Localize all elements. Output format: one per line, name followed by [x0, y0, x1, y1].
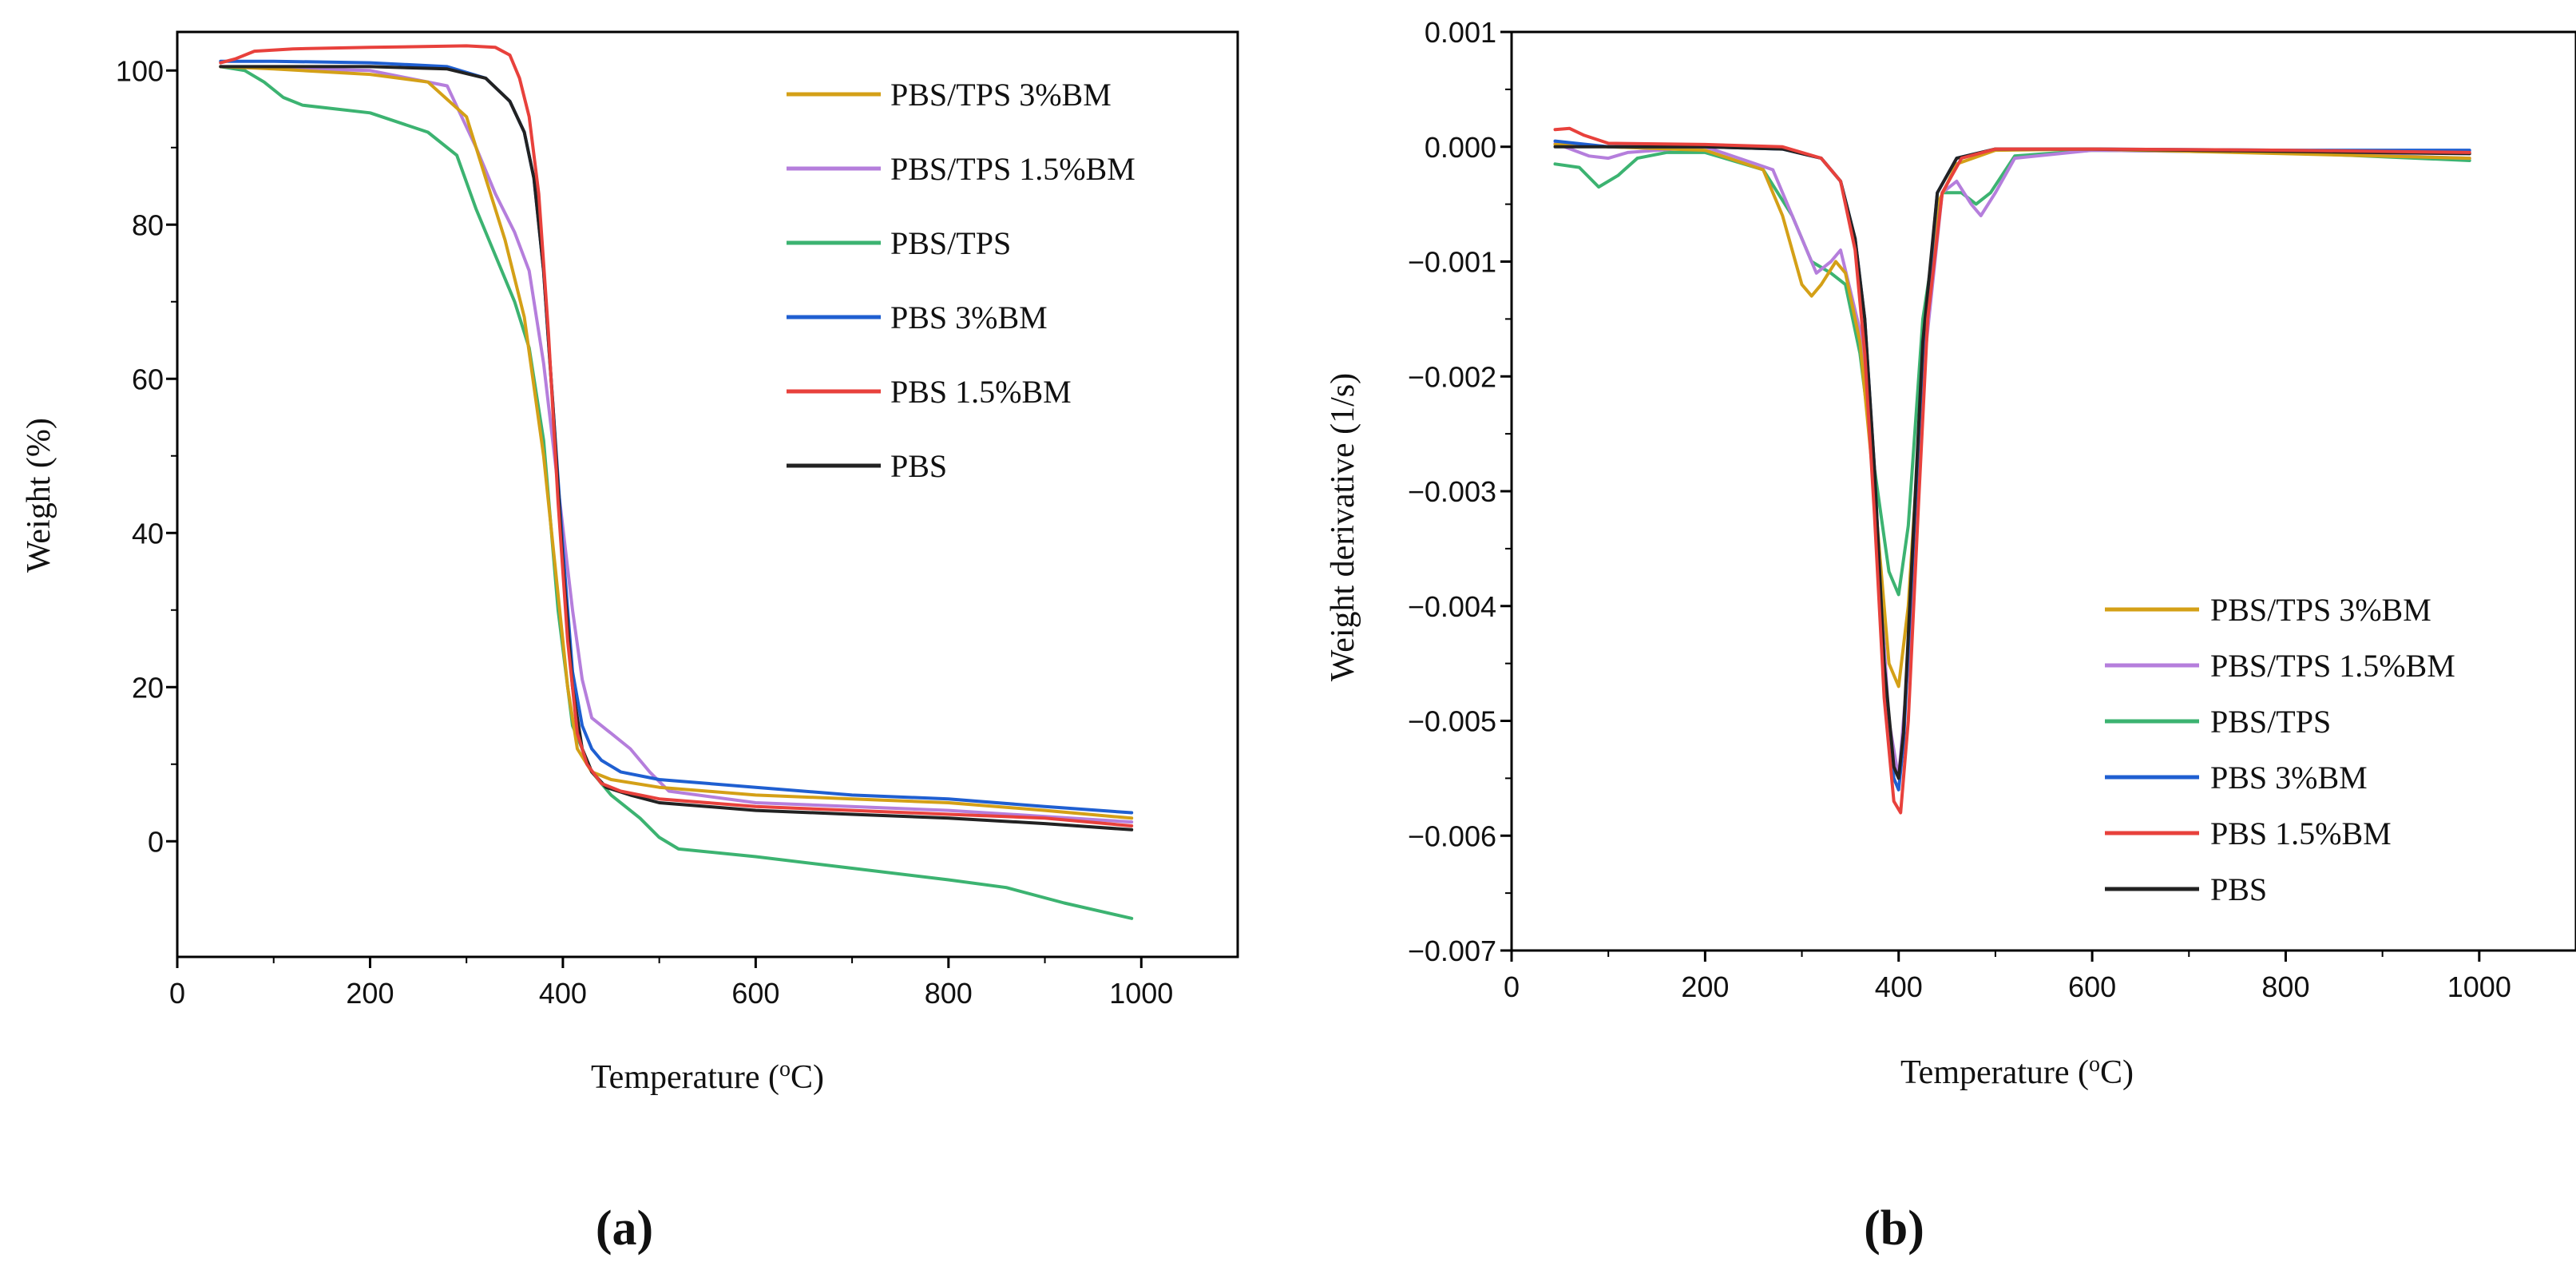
chart-a-legend-label: PBS [890, 448, 947, 484]
chart-b-legend: PBS/TPS 3%BM PBS/TPS 1.5%BM PBS/TPS PBS 3%B… [2105, 592, 2455, 907]
chart-a-y-tick-label: 40 [132, 517, 164, 550]
chart-a-legend-label: PBS/TPS [890, 225, 1011, 261]
chart-b-y-tick-label: −0.001 [1408, 246, 1496, 279]
chart-b-series-line [1553, 149, 2471, 597]
chart-b-legend-label: PBS/TPS 1.5%BM [2210, 648, 2455, 684]
chart-a-legend: PBS/TPS 3%BM PBS/TPS 1.5%BM PBS/TPS PBS 3%B… [787, 77, 1135, 484]
chart-b-x-tick-label: 800 [2261, 970, 2309, 1003]
chart-b-series-line [1553, 139, 2471, 792]
chart-b-y-tick-label: −0.007 [1408, 935, 1496, 967]
chart-a-legend-label: PBS/TPS 3%BM [890, 77, 1112, 113]
chart-a-x-tick-label: 0 [169, 977, 185, 1010]
chart-b-legend-label: PBS/TPS [2210, 704, 2331, 740]
chart-b-y-tick-label: −0.002 [1408, 360, 1496, 393]
chart-a-x-tick-label: 400 [539, 977, 587, 1010]
chart-b-legend-label: PBS/TPS 3%BM [2210, 592, 2431, 628]
chart-b-y-tick-label: −0.003 [1408, 475, 1496, 508]
chart-a: 0 200 400 600 800 1000 0 20 40 60 80 100 PBS/TPS 3… [21, 30, 1239, 1256]
chart-b-y-axis-title: Weight derivative (1/s) [1325, 373, 1361, 681]
chart-b: 0 200 400 600 800 1000 0.001 0.000 −0.001 −0.002… [1325, 16, 2576, 1256]
chart-b-y-ticks: 0.001 0.000 −0.001 −0.002 −0.003 −0.004 −0.005… [1408, 16, 1512, 967]
chart-a-y-axis-title: Weight (%) [21, 418, 57, 573]
panel-label-b: (b) [1864, 1201, 1924, 1256]
chart-a-x-tick-label: 800 [925, 977, 973, 1010]
chart-a-y-ticks: 0 20 40 60 80 100 [116, 54, 177, 858]
chart-b-x-tick-label: 400 [1875, 970, 1923, 1003]
chart-a-legend-label: PBS/TPS 1.5%BM [890, 151, 1135, 187]
chart-a-x-tick-label: 1000 [1109, 977, 1173, 1010]
chart-b-x-tick-label: 1000 [2447, 970, 2511, 1003]
chart-a-series [219, 44, 1134, 920]
chart-b-y-tick-label: 0.000 [1425, 131, 1496, 164]
chart-a-x-tick-label: 200 [346, 977, 394, 1010]
chart-a-x-tick-label: 600 [731, 977, 779, 1010]
chart-b-x-axis-title: Temperature (oC) [1900, 1052, 2134, 1092]
chart-a-y-tick-label: 100 [116, 54, 164, 87]
chart-a-series-line [219, 65, 1134, 820]
chart-a-y-tick-label: 0 [148, 825, 164, 858]
chart-a-y-tick-label: 20 [132, 671, 164, 704]
chart-b-legend-label: PBS [2210, 871, 2267, 907]
chart-a-plot-frame [176, 30, 1239, 958]
chart-a-series-line [219, 44, 1134, 827]
chart-b-x-tick-label: 200 [1681, 970, 1729, 1003]
chart-b-x-ticks: 0 200 400 600 800 1000 [1504, 951, 2511, 1003]
chart-b-y-tick-label: 0.001 [1425, 16, 1496, 49]
chart-a-y-tick-label: 80 [132, 208, 164, 241]
chart-b-series-line [1553, 126, 2471, 815]
chart-a-x-axis-title: Temperature (oC) [591, 1057, 824, 1097]
chart-b-plot-frame [1510, 30, 2576, 952]
chart-b-y-tick-label: −0.005 [1408, 705, 1496, 738]
chart-b-y-tick-label: −0.004 [1408, 590, 1496, 623]
panel-label-a: (a) [596, 1201, 653, 1256]
chart-b-y-tick-label: −0.006 [1408, 820, 1496, 852]
chart-a-legend-label: PBS 1.5%BM [890, 374, 1072, 410]
chart-a-y-tick-label: 60 [132, 363, 164, 395]
chart-a-legend-label: PBS 3%BM [890, 300, 1048, 335]
chart-a-x-ticks: 0 200 400 600 800 1000 [169, 957, 1173, 1010]
chart-b-legend-label: PBS 3%BM [2210, 760, 2368, 796]
chart-b-x-tick-label: 600 [2068, 970, 2116, 1003]
chart-b-x-tick-label: 0 [1504, 970, 1520, 1003]
chart-b-legend-label: PBS 1.5%BM [2210, 816, 2392, 851]
chart-b-series [1553, 126, 2471, 815]
